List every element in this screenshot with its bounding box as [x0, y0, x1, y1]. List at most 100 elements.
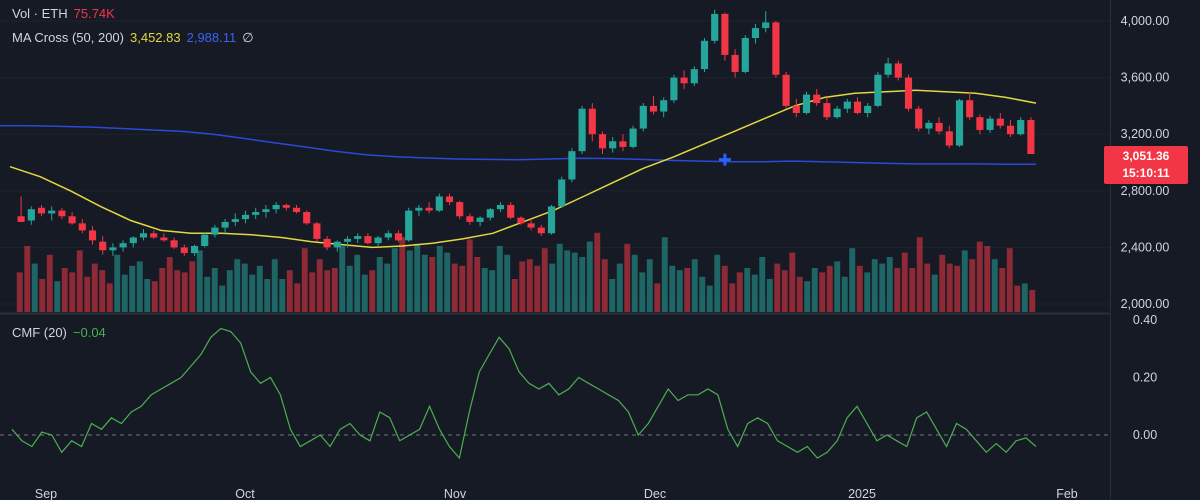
candle-body [700, 40, 709, 70]
candle [241, 210, 250, 224]
volume-bar [894, 268, 901, 312]
candle-body [374, 237, 382, 244]
volume-bar [549, 263, 556, 312]
volume-bar [226, 270, 233, 312]
volume-bar [69, 272, 76, 312]
candle [354, 233, 362, 244]
volume-bar [579, 257, 586, 312]
candle-body [578, 108, 586, 152]
candle [864, 103, 872, 118]
candle [211, 224, 219, 238]
candle-body [537, 227, 545, 234]
volume-bar [909, 268, 916, 312]
candle [823, 97, 831, 121]
candle [1017, 117, 1025, 136]
candle-body [731, 54, 739, 72]
candle [292, 204, 301, 214]
candle-body [619, 141, 627, 147]
candle-body [150, 233, 158, 238]
candle [568, 148, 576, 183]
candle-body [874, 74, 882, 106]
volume-bar [954, 265, 961, 312]
volume-bar [324, 270, 331, 312]
candle [231, 213, 239, 227]
candle [282, 203, 290, 211]
candle [660, 97, 668, 118]
candle [813, 88, 821, 106]
candle [802, 91, 811, 115]
candle [129, 236, 137, 248]
time-tick-label: Sep [35, 487, 57, 500]
candle-body [517, 217, 525, 224]
volume-bar [706, 285, 713, 312]
candle [190, 244, 199, 256]
volume-bar [1014, 285, 1021, 312]
candle-body [711, 13, 719, 41]
candle-body [241, 214, 250, 220]
candle-body [802, 94, 811, 113]
candle-body [78, 223, 86, 231]
volume-bar [804, 281, 811, 312]
volume-bar [729, 283, 736, 312]
candle [364, 233, 372, 245]
candle [476, 216, 484, 227]
candle [313, 221, 321, 242]
candle [680, 70, 688, 89]
volume-bar [159, 268, 166, 312]
price-tick-label: 4,000.00 [1121, 14, 1170, 28]
volume-bar [999, 268, 1006, 312]
candle-body [915, 108, 923, 129]
candle [88, 226, 97, 245]
candle [833, 105, 841, 119]
volume-bar [181, 272, 188, 312]
candle-body [1027, 120, 1035, 155]
candle-body [272, 204, 280, 210]
candle-body [986, 118, 994, 130]
volume-bar [316, 259, 323, 312]
volume-bar [961, 250, 968, 312]
volume-bar [189, 261, 196, 312]
volume-bar [796, 276, 803, 312]
ma-fast-value: 3,452.83 [130, 30, 181, 45]
time-tick-label: Nov [444, 487, 467, 500]
last-price-value: 3,051.36 [1122, 149, 1170, 163]
volume-bar [654, 283, 661, 312]
candle [762, 11, 770, 33]
candle-body [670, 77, 678, 101]
volume-bar [249, 274, 256, 312]
candle-body [323, 238, 331, 248]
candle [486, 207, 494, 221]
volume-bar [114, 254, 121, 312]
candle-body [190, 245, 199, 254]
candle [537, 224, 545, 237]
candle-body [598, 134, 607, 149]
candle-body [313, 223, 321, 239]
candle-body [201, 234, 209, 246]
ma-hide-icon[interactable]: ∅ [242, 30, 254, 45]
cmf-tick-label: 0.00 [1133, 428, 1157, 442]
volume-bar [31, 263, 38, 312]
price-tick-label: 2,800.00 [1121, 184, 1170, 198]
candle [945, 125, 953, 149]
volume-bar [436, 246, 443, 312]
volume-bar [841, 276, 848, 312]
volume-bar [399, 237, 406, 312]
volume-bar [931, 274, 938, 312]
price-tick-label: 2,400.00 [1121, 240, 1170, 254]
volume-bar [699, 276, 706, 312]
candle [966, 91, 974, 121]
candle [792, 98, 800, 118]
candle [58, 207, 66, 220]
candle-body [853, 101, 862, 113]
volume-bar [1021, 283, 1028, 312]
candle-body [843, 101, 851, 109]
volume-bar [661, 237, 668, 312]
volume-bar [504, 254, 511, 312]
volume-bar [204, 276, 211, 312]
candle [180, 244, 188, 256]
volume-bar [991, 259, 998, 312]
volume-bar [369, 270, 376, 312]
candle [598, 131, 607, 155]
candle [976, 114, 984, 135]
